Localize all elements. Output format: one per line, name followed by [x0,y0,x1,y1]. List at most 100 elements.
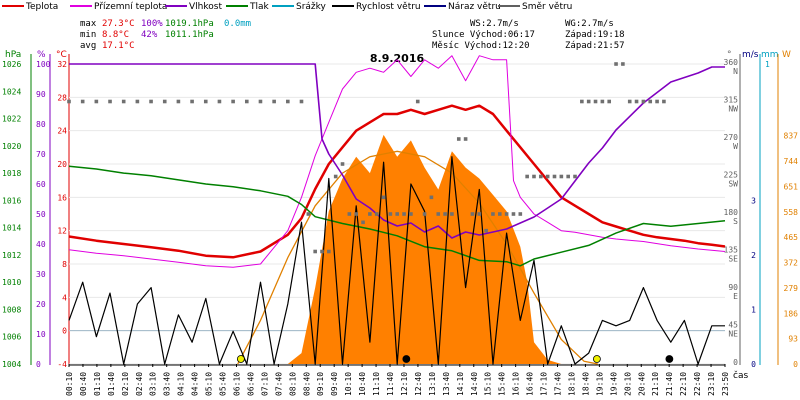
time-label-26: 13:10 [428,372,437,396]
dir-point-54 [552,174,557,179]
series-5-line [237,150,598,365]
time-label-17: 08:40 [302,372,311,396]
dir-point-65 [627,99,632,104]
solar-tick-4: 465 [784,233,799,242]
dir-compass-2: W [733,142,738,151]
hum-tick-3: 70 [36,150,46,159]
dir-tick-8: 0 [733,358,738,367]
press-tick-11: 1004 [2,360,21,369]
axis-title-degc: °C [56,50,67,60]
dir-point-27 [368,212,372,216]
time-label-12: 06:10 [232,372,241,396]
stat-avg-label: avg [80,41,96,51]
time-label-44: 22:10 [679,372,688,396]
series-2-line [69,63,725,239]
dir-point-44 [484,228,488,233]
stat-max-hum: 100% [141,19,163,29]
dir-point-49 [518,212,523,216]
time-label-18: 09:10 [316,372,325,396]
time-label-19: 09:40 [330,372,339,396]
info-sun-set: Západ:19:18 [565,30,625,40]
moonset-marker [665,355,674,363]
dir-point-0 [67,99,71,104]
temp-tick-8: 0 [62,327,67,336]
dir-point-61 [600,99,605,104]
dir-point-60 [593,99,598,104]
dir-point-28 [374,212,379,216]
hum-tick-6: 40 [36,240,46,249]
dir-tick-0: 360 [724,58,739,67]
time-label-1: 00:40 [79,372,88,396]
sunset-marker [592,355,601,363]
temp-tick-0: 32 [57,60,67,69]
dir-point-53 [545,174,550,179]
time-label-8: 04:10 [177,372,186,396]
dir-compass-6: E [733,292,738,301]
dir-tick-5: 135 [724,246,739,255]
hum-tick-10: 0 [36,360,41,369]
legend-label-vlhkost: Vlhkost [189,2,222,12]
press-tick-4: 1018 [2,169,21,178]
dir-tick-3: 225 [724,171,739,180]
rain-tick-0: 1 [765,60,770,69]
time-label-38: 19:10 [595,372,604,396]
dir-point-52 [539,174,543,179]
dir-point-30 [388,212,393,216]
solar-tick-0: 837 [784,132,799,141]
dir-tick-7: 45 [728,321,738,330]
hum-tick-5: 50 [36,210,46,219]
info-wg: WG:2.7m/s [565,19,614,29]
dir-point-51 [532,174,536,179]
stat-min-press: 1011.1hPa [165,30,214,40]
legend-label-smer: Směr větru [522,2,572,12]
dir-point-45 [491,212,495,216]
dir-point-8 [176,99,181,104]
time-label-40: 20:10 [623,372,632,396]
time-label-0: 00:10 [65,372,74,396]
dir-point-47 [504,212,509,216]
time-label-43: 21:40 [665,372,674,396]
time-label-45: 22:40 [693,372,702,396]
dir-point-32 [402,212,406,216]
info-moon-rise: Měsíc Východ:12:20 [432,41,530,51]
hum-tick-0: 100 [36,60,51,69]
dir-point-19 [313,249,317,254]
solar-tick-5: 372 [784,259,799,268]
dir-point-4 [121,99,126,104]
legend-label-rychlost: Rychlost větru [356,2,421,12]
series-1-line [68,55,726,268]
solar-tick-1: 744 [784,157,799,166]
solar-tick-7: 186 [784,309,799,318]
dir-point-14 [258,99,263,104]
dir-point-50 [525,174,529,179]
time-label-24: 12:10 [400,372,409,396]
solar-tick-6: 279 [784,284,799,293]
dir-point-56 [566,174,570,179]
dir-compass-1: NW [728,105,738,114]
dir-point-16 [286,99,290,104]
time-label-11: 05:40 [219,372,228,396]
dir-point-10 [203,99,208,104]
axis-title-ms: m/s [742,50,759,60]
wind-tick-2: 1 [751,305,756,314]
time-label-36: 18:10 [567,372,576,396]
time-label-5: 02:40 [135,372,144,396]
press-tick-3: 1020 [2,142,21,151]
time-label-4: 02:10 [121,372,130,396]
dir-compass-5: SE [728,255,738,264]
time-label-32: 16:10 [512,372,521,396]
time-label-30: 15:10 [484,372,493,396]
dir-tick-6: 90 [728,283,738,292]
dir-point-21 [327,249,331,254]
press-tick-8: 1010 [2,278,21,287]
dir-point-2 [94,99,99,104]
dir-point-33 [409,212,413,216]
time-label-41: 20:40 [637,372,646,396]
temp-tick-4: 16 [57,193,67,202]
time-label-3: 01:40 [107,372,116,396]
dir-point-5 [135,99,140,104]
dir-point-63 [614,62,618,66]
dir-point-17 [299,99,304,104]
wind-tick-0: 3 [751,196,756,205]
dir-point-42 [470,212,475,216]
